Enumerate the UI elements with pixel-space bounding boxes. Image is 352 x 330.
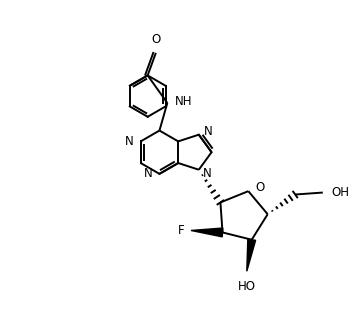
Text: N: N bbox=[203, 167, 212, 180]
Text: HO: HO bbox=[238, 280, 256, 293]
Text: N: N bbox=[204, 125, 213, 138]
Text: O: O bbox=[255, 181, 264, 194]
Text: NH: NH bbox=[175, 94, 193, 108]
Text: O: O bbox=[151, 33, 160, 46]
Text: N: N bbox=[125, 135, 134, 148]
Text: N: N bbox=[144, 167, 152, 181]
Polygon shape bbox=[191, 228, 223, 237]
Text: F: F bbox=[177, 224, 184, 237]
Text: OH: OH bbox=[332, 186, 350, 199]
Polygon shape bbox=[247, 239, 256, 271]
